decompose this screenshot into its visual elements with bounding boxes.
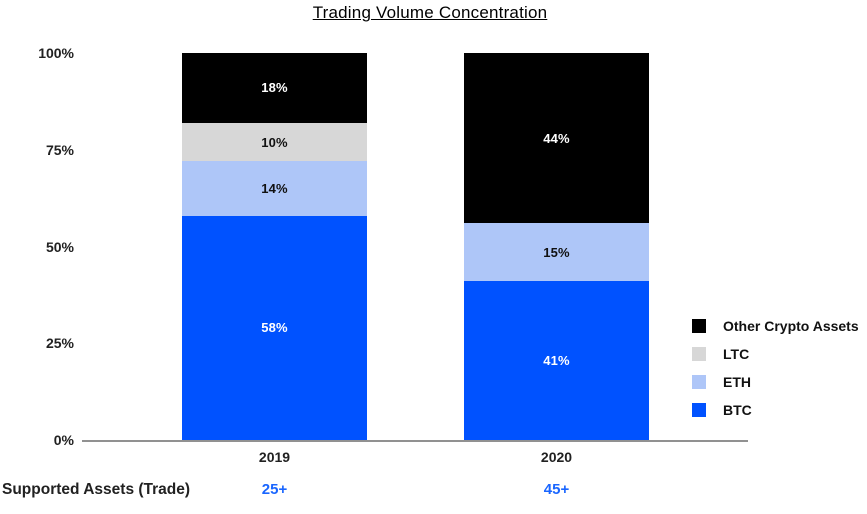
legend-label: ETH: [723, 374, 751, 390]
x-axis-label-2020: 2020: [540, 449, 573, 465]
y-tick-label: 50%: [45, 238, 74, 255]
legend: Other Crypto Assets LTC ETH BTC: [692, 318, 859, 431]
supported-assets-value-2020: 45+: [543, 481, 570, 498]
segment-value-label: 14%: [261, 180, 288, 196]
segment-value-label: 15%: [543, 244, 570, 260]
legend-item-btc: BTC: [692, 402, 859, 418]
segment-value-label: 41%: [543, 353, 570, 369]
plot-area: 18% 10% 14% 58% 44% 15% 41%: [82, 53, 748, 442]
legend-item-eth: ETH: [692, 374, 859, 390]
stacked-bar-2020: 44% 15% 41%: [464, 53, 649, 440]
bar-segment-eth-2019: 14%: [182, 161, 367, 216]
bar-segment-other-crypto-assets-2020: 44%: [464, 53, 649, 224]
y-tick-label: 75%: [45, 141, 74, 158]
segment-value-label: 18%: [261, 80, 288, 96]
chart-title: Trading Volume Concentration: [312, 3, 548, 22]
legend-label: Other Crypto Assets: [723, 318, 859, 334]
legend-swatch-eth: [692, 375, 706, 389]
y-axis: 100% 75% 50% 25% 0%: [0, 45, 74, 448]
legend-label: LTC: [723, 346, 750, 362]
supported-assets-label: Supported Assets (Trade): [2, 481, 191, 498]
bar-segment-other-crypto-assets-2019: 18%: [182, 53, 367, 123]
legend-label: BTC: [723, 402, 752, 418]
legend-swatch-ltc: [692, 347, 706, 361]
bar-segment-ltc-2019: 10%: [182, 122, 367, 162]
legend-item-other-crypto-assets: Other Crypto Assets: [692, 318, 859, 334]
legend-item-ltc: LTC: [692, 346, 859, 362]
supported-assets-value-2019: 25+: [261, 481, 288, 498]
x-axis-label-2019: 2019: [258, 449, 291, 465]
segment-value-label: 10%: [261, 134, 288, 150]
legend-swatch-btc: [692, 403, 706, 417]
segment-value-label: 44%: [543, 130, 570, 146]
legend-swatch-other-crypto-assets: [692, 319, 706, 333]
bar-segment-btc-2020: 41%: [464, 281, 649, 440]
y-tick-label: 0%: [53, 432, 74, 448]
segment-value-label: 58%: [261, 320, 288, 336]
bar-segment-btc-2019: 58%: [182, 215, 367, 440]
y-tick-label: 100%: [38, 45, 74, 61]
y-tick-label: 25%: [45, 335, 74, 352]
bar-segment-eth-2020: 15%: [464, 223, 649, 282]
stacked-bar-2019: 18% 10% 14% 58%: [182, 53, 367, 440]
